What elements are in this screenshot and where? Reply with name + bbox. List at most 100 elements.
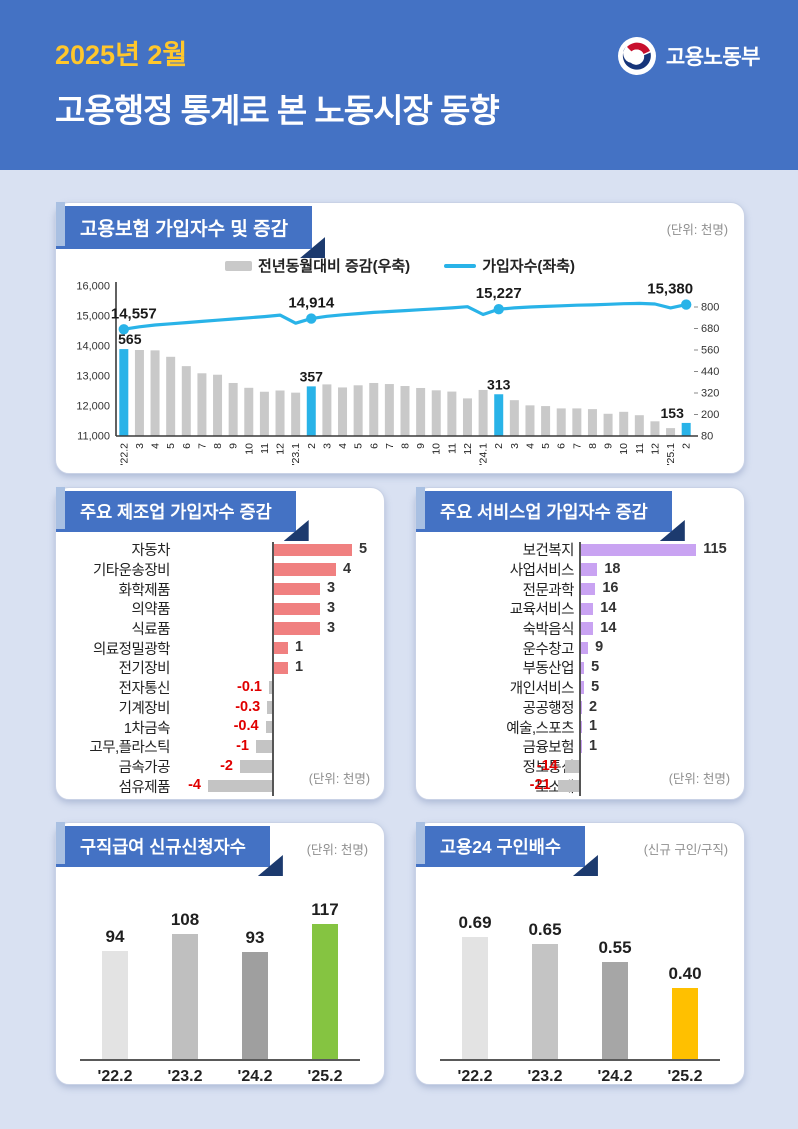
value-label: 1	[589, 718, 598, 735]
category-label: 의료정밀광학	[92, 641, 171, 658]
bar-track: 4	[170, 560, 376, 580]
category-label: 식료품	[131, 622, 170, 639]
banner-strip	[416, 487, 425, 529]
value-label: 9	[595, 639, 604, 656]
value-bar	[532, 944, 558, 1059]
value-label: 5	[359, 541, 368, 557]
bar-track: 1	[170, 638, 376, 658]
value-label: -0.3	[235, 698, 261, 715]
change-bar	[619, 411, 629, 436]
hbar-row: 부동산업 5	[426, 658, 736, 678]
value-bar	[269, 681, 272, 694]
value-label: -14	[536, 757, 558, 774]
value-bar	[272, 641, 288, 655]
category-label: 보건복지	[522, 543, 575, 560]
banner-fold-icon	[659, 520, 685, 541]
x-axis-tick: 12	[649, 443, 661, 455]
claims-card-head: 구직급여 신규신청자수 (단위: 천명)	[56, 822, 384, 876]
x-axis-tick: 11	[634, 443, 646, 454]
bar-track: -14	[537, 757, 736, 777]
x-axis-tick: 12	[275, 443, 287, 455]
change-bar	[259, 391, 269, 436]
banner-strip	[56, 822, 65, 864]
hbar-row: 1차금속 -0.4	[66, 717, 376, 737]
bar-track: 16	[574, 579, 736, 599]
x-axis-tick: 6	[556, 443, 568, 449]
services-banner: 주요 서비스업 가입자수 증감	[416, 487, 685, 541]
report-period: 2025년 2월	[55, 40, 188, 70]
category-label: 기계장비	[118, 700, 171, 717]
x-axis-tick: 10	[618, 443, 630, 455]
change-bar	[572, 408, 582, 436]
hbar-row: 개인서비스 5	[426, 678, 736, 698]
x-axis-tick: 8	[400, 443, 412, 449]
value-bar	[267, 701, 272, 714]
banner-fold-icon	[257, 855, 283, 876]
bar-track: -21	[530, 776, 736, 796]
x-axis-tick: 6	[368, 443, 380, 449]
bar-swatch-icon	[225, 260, 253, 271]
manufacturing-banner: 주요 제조업 가입자수 증감	[56, 487, 309, 541]
left-axis-tick: 13,000	[76, 371, 110, 383]
banner-strip	[56, 202, 65, 246]
manufacturing-card-head: 주요 제조업 가입자수 증감	[56, 487, 384, 541]
value-label: 0.40	[668, 964, 702, 984]
change-bar	[353, 385, 363, 436]
right-axis-tick: 320	[701, 388, 719, 400]
value-bar	[579, 641, 589, 655]
category-label: 고무,플라스틱	[89, 740, 170, 757]
value-bar	[564, 760, 579, 773]
bar-track: 14	[574, 599, 736, 619]
x-axis-tick: 3	[509, 443, 521, 449]
value-bar	[579, 563, 598, 576]
ministry-brand: 고용노동부	[617, 36, 761, 76]
manufacturing-hbar-chart: 자동차 5 기타운송장비 4 화학제품 3 의약품 3 식료품 3 의료정밀광학 1 전기장비 1 전자통신…	[66, 540, 376, 797]
category-label: 섬유제품	[118, 779, 171, 796]
change-bar	[650, 421, 660, 436]
category-label: 개인서비스	[509, 681, 575, 698]
legend-label: 전년동월대비 증감(우축)	[258, 258, 411, 275]
x-axis-tick: 7	[196, 443, 208, 449]
hbar-row: 교육서비스 14	[426, 599, 736, 619]
x-axis-tick: 3	[321, 443, 333, 449]
moel-emblem-icon	[617, 37, 656, 75]
value-bar	[102, 950, 128, 1059]
bar-track: 5	[574, 658, 736, 678]
x-axis-label: '24.2	[237, 1068, 273, 1085]
right-axis-tick: 80	[701, 431, 713, 443]
category-label: 자동차	[131, 543, 170, 560]
bar-track: 115	[574, 540, 736, 560]
unit-label: (단위: 천명)	[668, 772, 730, 786]
category-label: 화학제품	[118, 582, 171, 599]
value-bar	[272, 582, 320, 596]
bar-track: 3	[170, 619, 376, 639]
category-label: 사업서비스	[509, 563, 575, 580]
bar-track: -2	[170, 757, 376, 777]
value-bar	[602, 961, 628, 1059]
insurance-card-head: 고용보험 가입자수 및 증감 (단위: 천명)	[56, 202, 744, 258]
x-axis-tick: 5	[353, 443, 365, 449]
category-label: 기타운송장비	[92, 563, 171, 580]
value-label: 3	[327, 619, 336, 636]
bar-column: 0.65	[510, 920, 580, 1059]
value-bar	[265, 720, 272, 734]
bar-track: 5	[574, 678, 736, 698]
value-label: 115	[703, 541, 727, 557]
bar-column: 0.55	[580, 938, 650, 1059]
line-swatch-icon	[444, 263, 477, 268]
hbar-row: 보건복지 115	[426, 540, 736, 560]
header: 2025년 2월 고용행정 통계로 본 노동시장 동향 고용노동부	[0, 0, 798, 170]
category-label: 공공행정	[522, 700, 575, 717]
ratio-card: 고용24 구인배수 (신규 구인/구직) 0.69 0.65 0.55 0.40 '2…	[415, 822, 745, 1085]
change-bar	[181, 366, 191, 436]
change-bar	[119, 349, 129, 436]
x-axis-label: '23.2	[527, 1068, 563, 1085]
hbar-row: 금융보험 1	[426, 737, 736, 757]
bar-column: 117	[290, 900, 360, 1059]
value-label: 2	[589, 698, 598, 715]
value-label: 4	[343, 560, 352, 577]
x-axis-tick: 12	[462, 443, 474, 455]
value-bar	[579, 661, 585, 675]
category-label: 정보통신	[522, 759, 575, 776]
bar-value-label: 357	[300, 368, 324, 384]
